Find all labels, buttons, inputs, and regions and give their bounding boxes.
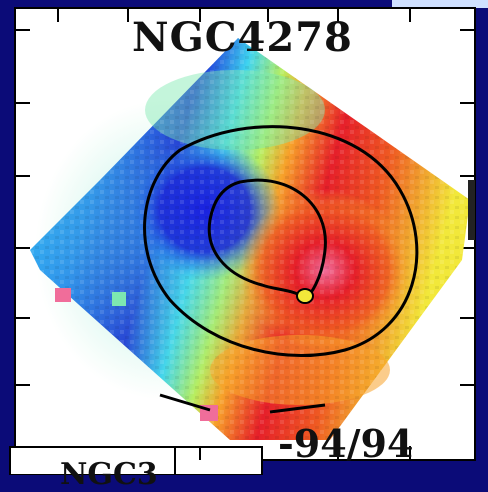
- velocity-field: [30, 38, 470, 440]
- outer-contour: [143, 125, 419, 358]
- scale-line-b: [269, 403, 326, 414]
- velocity-map-figure: [9, 0, 488, 475]
- velocity-field-texture: [30, 38, 470, 440]
- top-right-strip: [392, 0, 488, 8]
- axis-ticks: [15, 8, 475, 475]
- green-pixel-patch: [112, 292, 126, 306]
- contour-nucleus: [296, 288, 314, 304]
- galaxy-name-label: NGC4278: [132, 14, 353, 61]
- inner-contour: [207, 178, 327, 303]
- scale-line-a: [159, 393, 211, 412]
- velocity-range-label: -94/94: [278, 421, 414, 466]
- right-edge-shade: [468, 180, 475, 240]
- isophote-contours: [143, 125, 419, 414]
- pink-pixel-patch: [55, 288, 71, 302]
- lower-panel: [9, 446, 263, 475]
- white-gap: [160, 402, 180, 414]
